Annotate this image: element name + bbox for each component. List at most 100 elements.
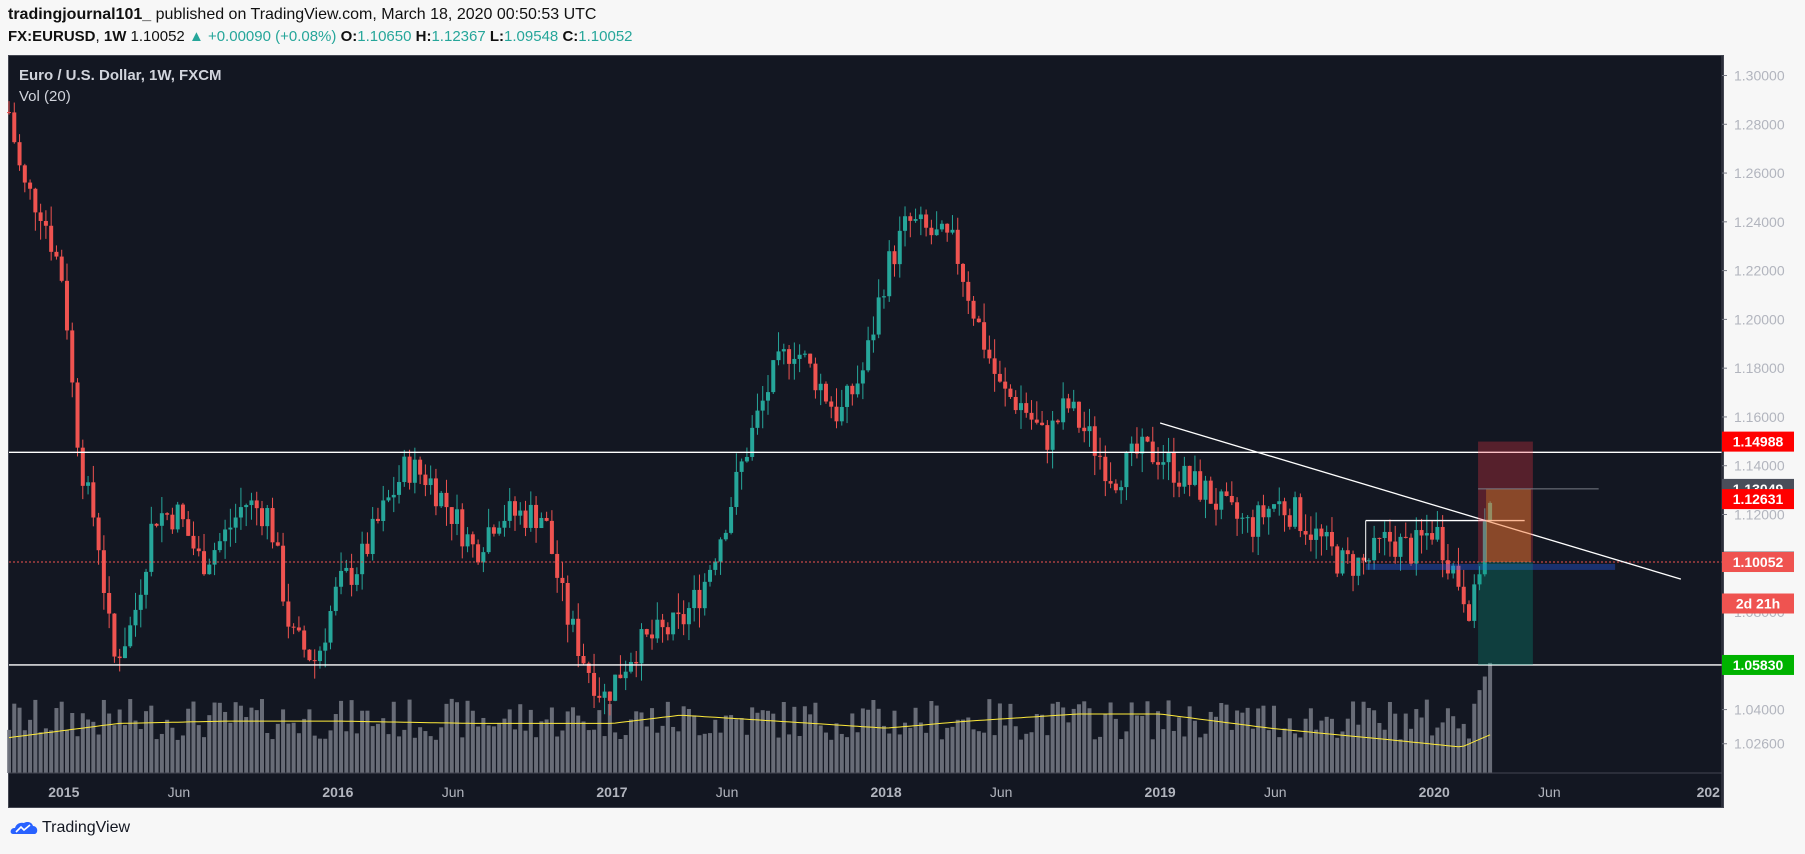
candle-body (1208, 480, 1213, 504)
volume-bar (476, 726, 481, 773)
volume-bar (1482, 676, 1487, 773)
candle-body (1293, 497, 1298, 527)
price-label-bg (1722, 654, 1794, 675)
volume-bar (586, 730, 591, 773)
volume-bar (739, 718, 744, 773)
candle-body (254, 500, 259, 509)
candle-body (270, 508, 275, 543)
volume-bar (28, 719, 33, 773)
candle-body (1451, 565, 1456, 574)
volume-bar (1018, 739, 1023, 773)
candle-body (191, 535, 196, 549)
candle-body (845, 385, 850, 407)
volume-bar (217, 702, 222, 773)
volume-bar (339, 700, 344, 773)
candle-body (681, 614, 686, 625)
candle-body (223, 529, 228, 542)
volume-bar (992, 735, 997, 773)
volume-bar (639, 712, 644, 773)
candle-body (692, 589, 697, 609)
volume-bar (729, 715, 734, 773)
publish-text: published on TradingView.com, March 18, … (155, 6, 597, 23)
volume-bar (650, 708, 655, 773)
y-tick-label: 1.20000 (1734, 311, 1785, 327)
volume-bar (1229, 729, 1234, 773)
volume-bar (1430, 735, 1435, 773)
volume-bar (697, 735, 702, 773)
volume-bar (966, 717, 971, 773)
candle-body (1034, 419, 1039, 423)
candle-body (365, 543, 370, 555)
volume-bar (86, 719, 91, 773)
volume-bar (1461, 723, 1466, 773)
volume-bar (1108, 702, 1113, 773)
volume-bar (91, 721, 96, 773)
candle-body (470, 534, 475, 545)
volume-bar (692, 715, 697, 773)
candle-body (1409, 537, 1414, 564)
candle-body (233, 517, 238, 528)
candle-body (217, 541, 222, 551)
candle-body (855, 383, 860, 395)
volume-bar (855, 732, 860, 773)
volume-bar (1203, 733, 1208, 773)
candle-body (592, 672, 597, 696)
chart-frame[interactable] (8, 55, 1724, 808)
volume-bar (671, 726, 676, 773)
candle-body (1298, 497, 1303, 532)
candle-body (1351, 554, 1356, 576)
volume-bar (7, 729, 11, 773)
inner-risk-zone (1486, 488, 1531, 563)
volume-bar (149, 705, 154, 773)
volume-bar (845, 737, 850, 773)
volume-bar (1319, 720, 1324, 773)
volume-bar (1477, 690, 1482, 773)
candle-body (186, 519, 191, 536)
interval[interactable]: 1W (103, 28, 127, 45)
volume-bar (1387, 701, 1392, 773)
candle-body (1240, 517, 1245, 519)
volume-bar (607, 704, 612, 773)
volume-bar (1066, 722, 1071, 773)
volume-bar (375, 723, 380, 773)
author-name[interactable]: tradingjournal101_ (8, 6, 152, 23)
candle-body (686, 608, 691, 625)
candle-body (1219, 491, 1224, 510)
candle-body (281, 545, 286, 602)
volume-bar (866, 709, 871, 773)
volume-bar (1435, 727, 1440, 773)
volume-bar (686, 708, 691, 773)
volume-bar (70, 712, 75, 773)
candle-body (1382, 531, 1387, 539)
candle-body (1245, 517, 1250, 519)
volume-bar (165, 719, 170, 773)
candle-body (1066, 398, 1071, 409)
volume-bar (1055, 701, 1060, 773)
low-value: 1.09548 (504, 28, 559, 45)
volume-bar (1071, 708, 1076, 773)
volume-bar (702, 733, 707, 773)
volume-bar (1298, 737, 1303, 773)
candle-body (128, 625, 133, 647)
volume-bar (1451, 716, 1456, 773)
candle-body (1377, 537, 1382, 539)
candle-body (307, 649, 312, 661)
volume-bar (1329, 718, 1334, 773)
candle-body (1008, 388, 1013, 397)
symbol-name[interactable]: FX:EURUSD (8, 28, 96, 45)
volume-bar (1129, 702, 1134, 773)
volume-bar (1382, 729, 1387, 773)
volume-bar (1124, 731, 1129, 773)
volume-bar (613, 732, 618, 773)
volume-bar (128, 699, 133, 773)
tradingview-brand[interactable]: TradingView (10, 819, 130, 837)
chart-legend-title[interactable]: Euro / U.S. Dollar, 1W, FXCM (19, 67, 222, 84)
x-tick-label: Jun (716, 784, 739, 800)
volume-bar (744, 734, 749, 773)
volume-legend[interactable]: Vol (20) (19, 88, 71, 105)
trendline (1159, 422, 1682, 580)
candle-body (744, 456, 749, 462)
volume-bar (1187, 706, 1192, 773)
volume-bar (1266, 730, 1271, 773)
